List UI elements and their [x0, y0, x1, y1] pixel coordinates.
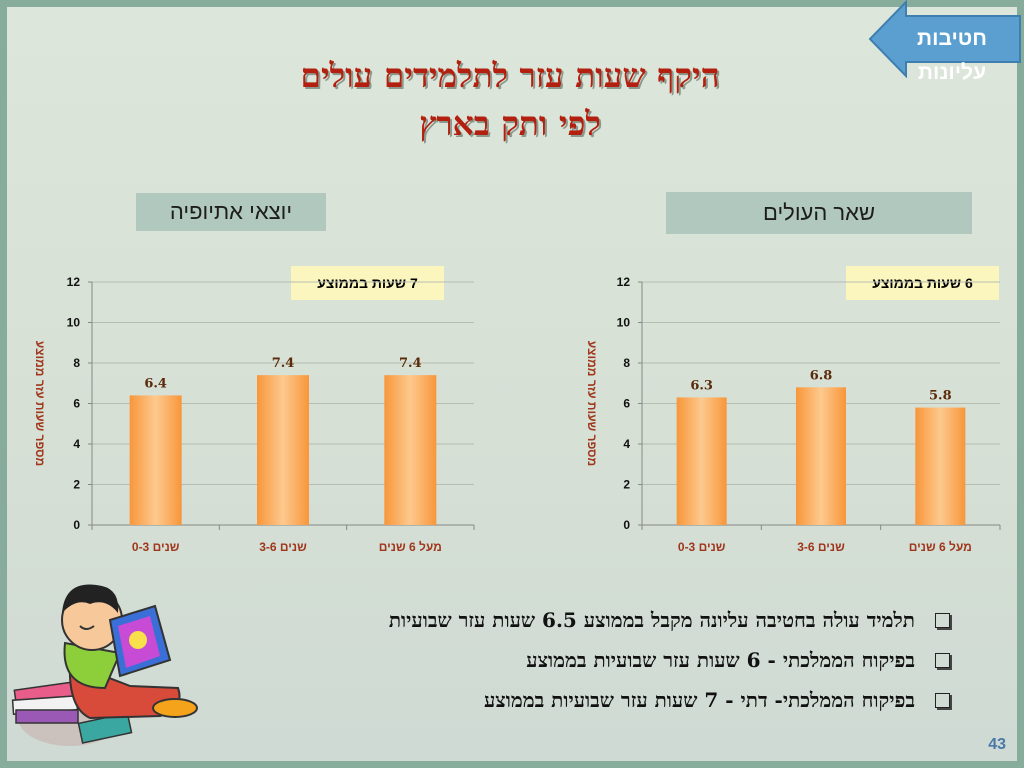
checkbox-bullet-icon — [935, 652, 950, 668]
x-tick-label: מעל 6 שנים — [379, 540, 442, 554]
bullet-item: תלמיד עולה בחטיבה עליונה מקבל בממוצע 6.5… — [170, 600, 950, 640]
title-line-2: לפי ותק בארץ — [419, 104, 601, 143]
section-label-other: שאר העולים — [666, 192, 972, 234]
average-box-ethiopia: 7 שעות בממוצע — [291, 266, 444, 300]
y-axis-label: מספר שעות עזר ממוצע — [33, 341, 47, 467]
slide — [7, 7, 1017, 761]
section-label-ethiopia: יוצאי אתיופיה — [136, 193, 326, 231]
average-box-other: 6 שעות בממוצע — [846, 266, 999, 300]
data-label: 6.3 — [690, 378, 713, 393]
data-label: 6.4 — [144, 376, 167, 391]
page-number: 43 — [988, 736, 1006, 753]
y-axis-label: מספר שעות עזר ממוצע — [585, 341, 599, 467]
chart-ethiopia: 0 2 4 6 8 10 12 6.4 שנים 0-3 7.4 שנים 3-6 7.4 מעל 6 … — [33, 275, 475, 554]
left-arrow-icon — [868, 0, 1021, 78]
y-tick-label: 8 — [623, 356, 630, 370]
bullet-item: בפיקוח הממלכתי - 6 שעות עזר שבועיות בממו… — [170, 640, 950, 680]
y-tick-label: 6 — [623, 397, 630, 411]
bar — [676, 397, 727, 525]
y-tick-label: 2 — [73, 478, 80, 492]
y-tick-label: 4 — [73, 437, 80, 451]
y-tick-label: 10 — [617, 316, 631, 330]
x-tick-label: שנים 0-3 — [678, 540, 726, 554]
checkbox-bullet-icon — [935, 612, 950, 628]
checkbox-bullet-icon — [935, 692, 950, 708]
bar — [915, 407, 966, 525]
bar — [257, 375, 309, 525]
bullet-list: תלמיד עולה בחטיבה עליונה מקבל בממוצע 6.5… — [170, 600, 950, 720]
y-tick-label: 0 — [73, 518, 80, 532]
data-label: 7.4 — [272, 356, 295, 371]
data-label: 6.8 — [810, 368, 833, 383]
y-tick-label: 6 — [73, 397, 80, 411]
data-label: 7.4 — [399, 356, 422, 371]
bullet-text: תלמיד עולה בחטיבה עליונה מקבל בממוצע 6.5… — [388, 608, 915, 632]
bar — [129, 395, 182, 525]
nav-label: חטיבות עליונות — [917, 27, 987, 84]
title-line-1: היקף שעות עזר לתלמידים עולים — [300, 56, 720, 95]
y-tick-label: 12 — [67, 275, 81, 289]
y-tick-label: 2 — [623, 478, 630, 492]
bullet-item: בפיקוח הממלכתי- דתי - 7 שעות עזר שבועיות… — [170, 680, 950, 720]
y-tick-label: 8 — [73, 356, 80, 370]
bar — [796, 387, 846, 525]
kid-reading-illustration — [11, 584, 198, 746]
x-tick-label: שנים 0-3 — [132, 540, 180, 554]
y-tick-label: 10 — [67, 316, 81, 330]
y-tick-label: 4 — [623, 437, 630, 451]
y-tick-label: 0 — [623, 518, 630, 532]
bullet-text: בפיקוח הממלכתי - 6 שעות עזר שבועיות בממו… — [526, 648, 915, 672]
bullet-text: בפיקוח הממלכתי- דתי - 7 שעות עזר שבועיות… — [483, 688, 915, 712]
chart-other: 0 2 4 6 8 10 12 6.3 שנים 0-3 6.8 שנים 3-6 5.8 מעל 6 … — [585, 275, 1001, 554]
x-tick-label: שנים 3-6 — [259, 540, 307, 554]
nav-arrow-button[interactable]: חטיבות עליונות — [866, 0, 1024, 84]
y-tick-label: 12 — [617, 275, 631, 289]
bar — [384, 375, 437, 525]
page-title: היקף שעות עזר לתלמידים עולים לפי ותק באר… — [150, 52, 870, 148]
x-tick-label: מעל 6 שנים — [909, 540, 972, 554]
x-tick-label: שנים 3-6 — [797, 540, 845, 554]
data-label: 5.8 — [929, 389, 952, 404]
